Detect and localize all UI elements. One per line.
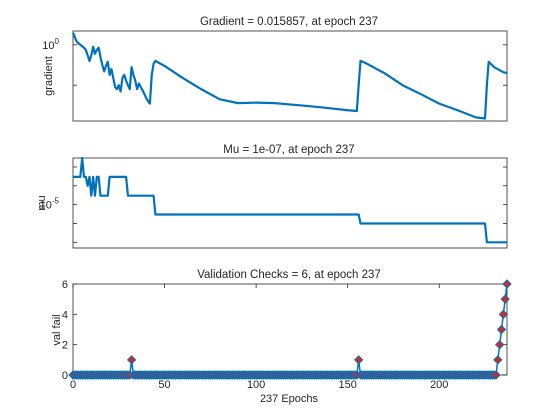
gradient-title: Gradient = 0.015857, at epoch 237 — [200, 16, 378, 28]
valfail-point-fail — [500, 294, 510, 304]
gradient-axes-box — [72, 30, 508, 122]
ytick-label: 0 — [62, 370, 68, 382]
valfail-yticks: 0 2 4 6 — [62, 279, 507, 382]
valfail-point-fail — [353, 355, 364, 365]
gradient-panel: Gradient = 0.015857, at epoch 237 100 gr… — [42, 16, 508, 122]
valfail-point-fail — [496, 324, 507, 335]
xtick-label: 150 — [339, 379, 357, 391]
valfail-point-fail — [502, 279, 512, 289]
ytick-label: 10-5 — [40, 197, 60, 212]
valfail-title: Validation Checks = 6, at epoch 237 — [197, 269, 381, 281]
mu-series-line — [73, 156, 507, 244]
valfail-series-line — [73, 283, 508, 376]
mu-panel: Mu = 1e-07, at epoch 237 10-5 mu — [36, 144, 508, 249]
mu-axes-box — [72, 157, 508, 249]
ytick-label: 100 — [42, 37, 59, 52]
valfail-panel: Validation Checks = 6, at epoch 237 0 2 4 6… — [51, 269, 512, 405]
valfail-xticks: 0 50 100 150 200 — [70, 284, 448, 391]
valfail-markers — [68, 279, 512, 380]
valfail-point-fail — [493, 355, 503, 365]
xtick-label: 0 — [70, 379, 76, 391]
valfail-point-fail — [126, 355, 137, 365]
xtick-label: 200 — [430, 379, 448, 391]
valfail-point — [491, 370, 501, 380]
ytick-label: 2 — [62, 340, 68, 352]
valfail-point-fail — [494, 339, 505, 350]
gradient-ylabel: gradient — [43, 56, 55, 96]
mu-title: Mu = 1e-07, at epoch 237 — [223, 144, 354, 156]
gradient-yticks: 100 — [42, 37, 507, 86]
valfail-ylabel: val fail — [51, 314, 63, 345]
valfail-xlabel: 237 Epochs — [260, 393, 319, 405]
valfail-point-fail — [498, 309, 509, 320]
ytick-label: 6 — [62, 279, 68, 291]
valfail-axes-box — [72, 283, 508, 376]
xtick-label: 50 — [158, 379, 170, 391]
ytick-label: 4 — [62, 309, 68, 321]
xtick-label: 100 — [247, 379, 265, 391]
gradient-series-line — [71, 32, 508, 120]
mu-ylabel: mu — [36, 195, 48, 210]
